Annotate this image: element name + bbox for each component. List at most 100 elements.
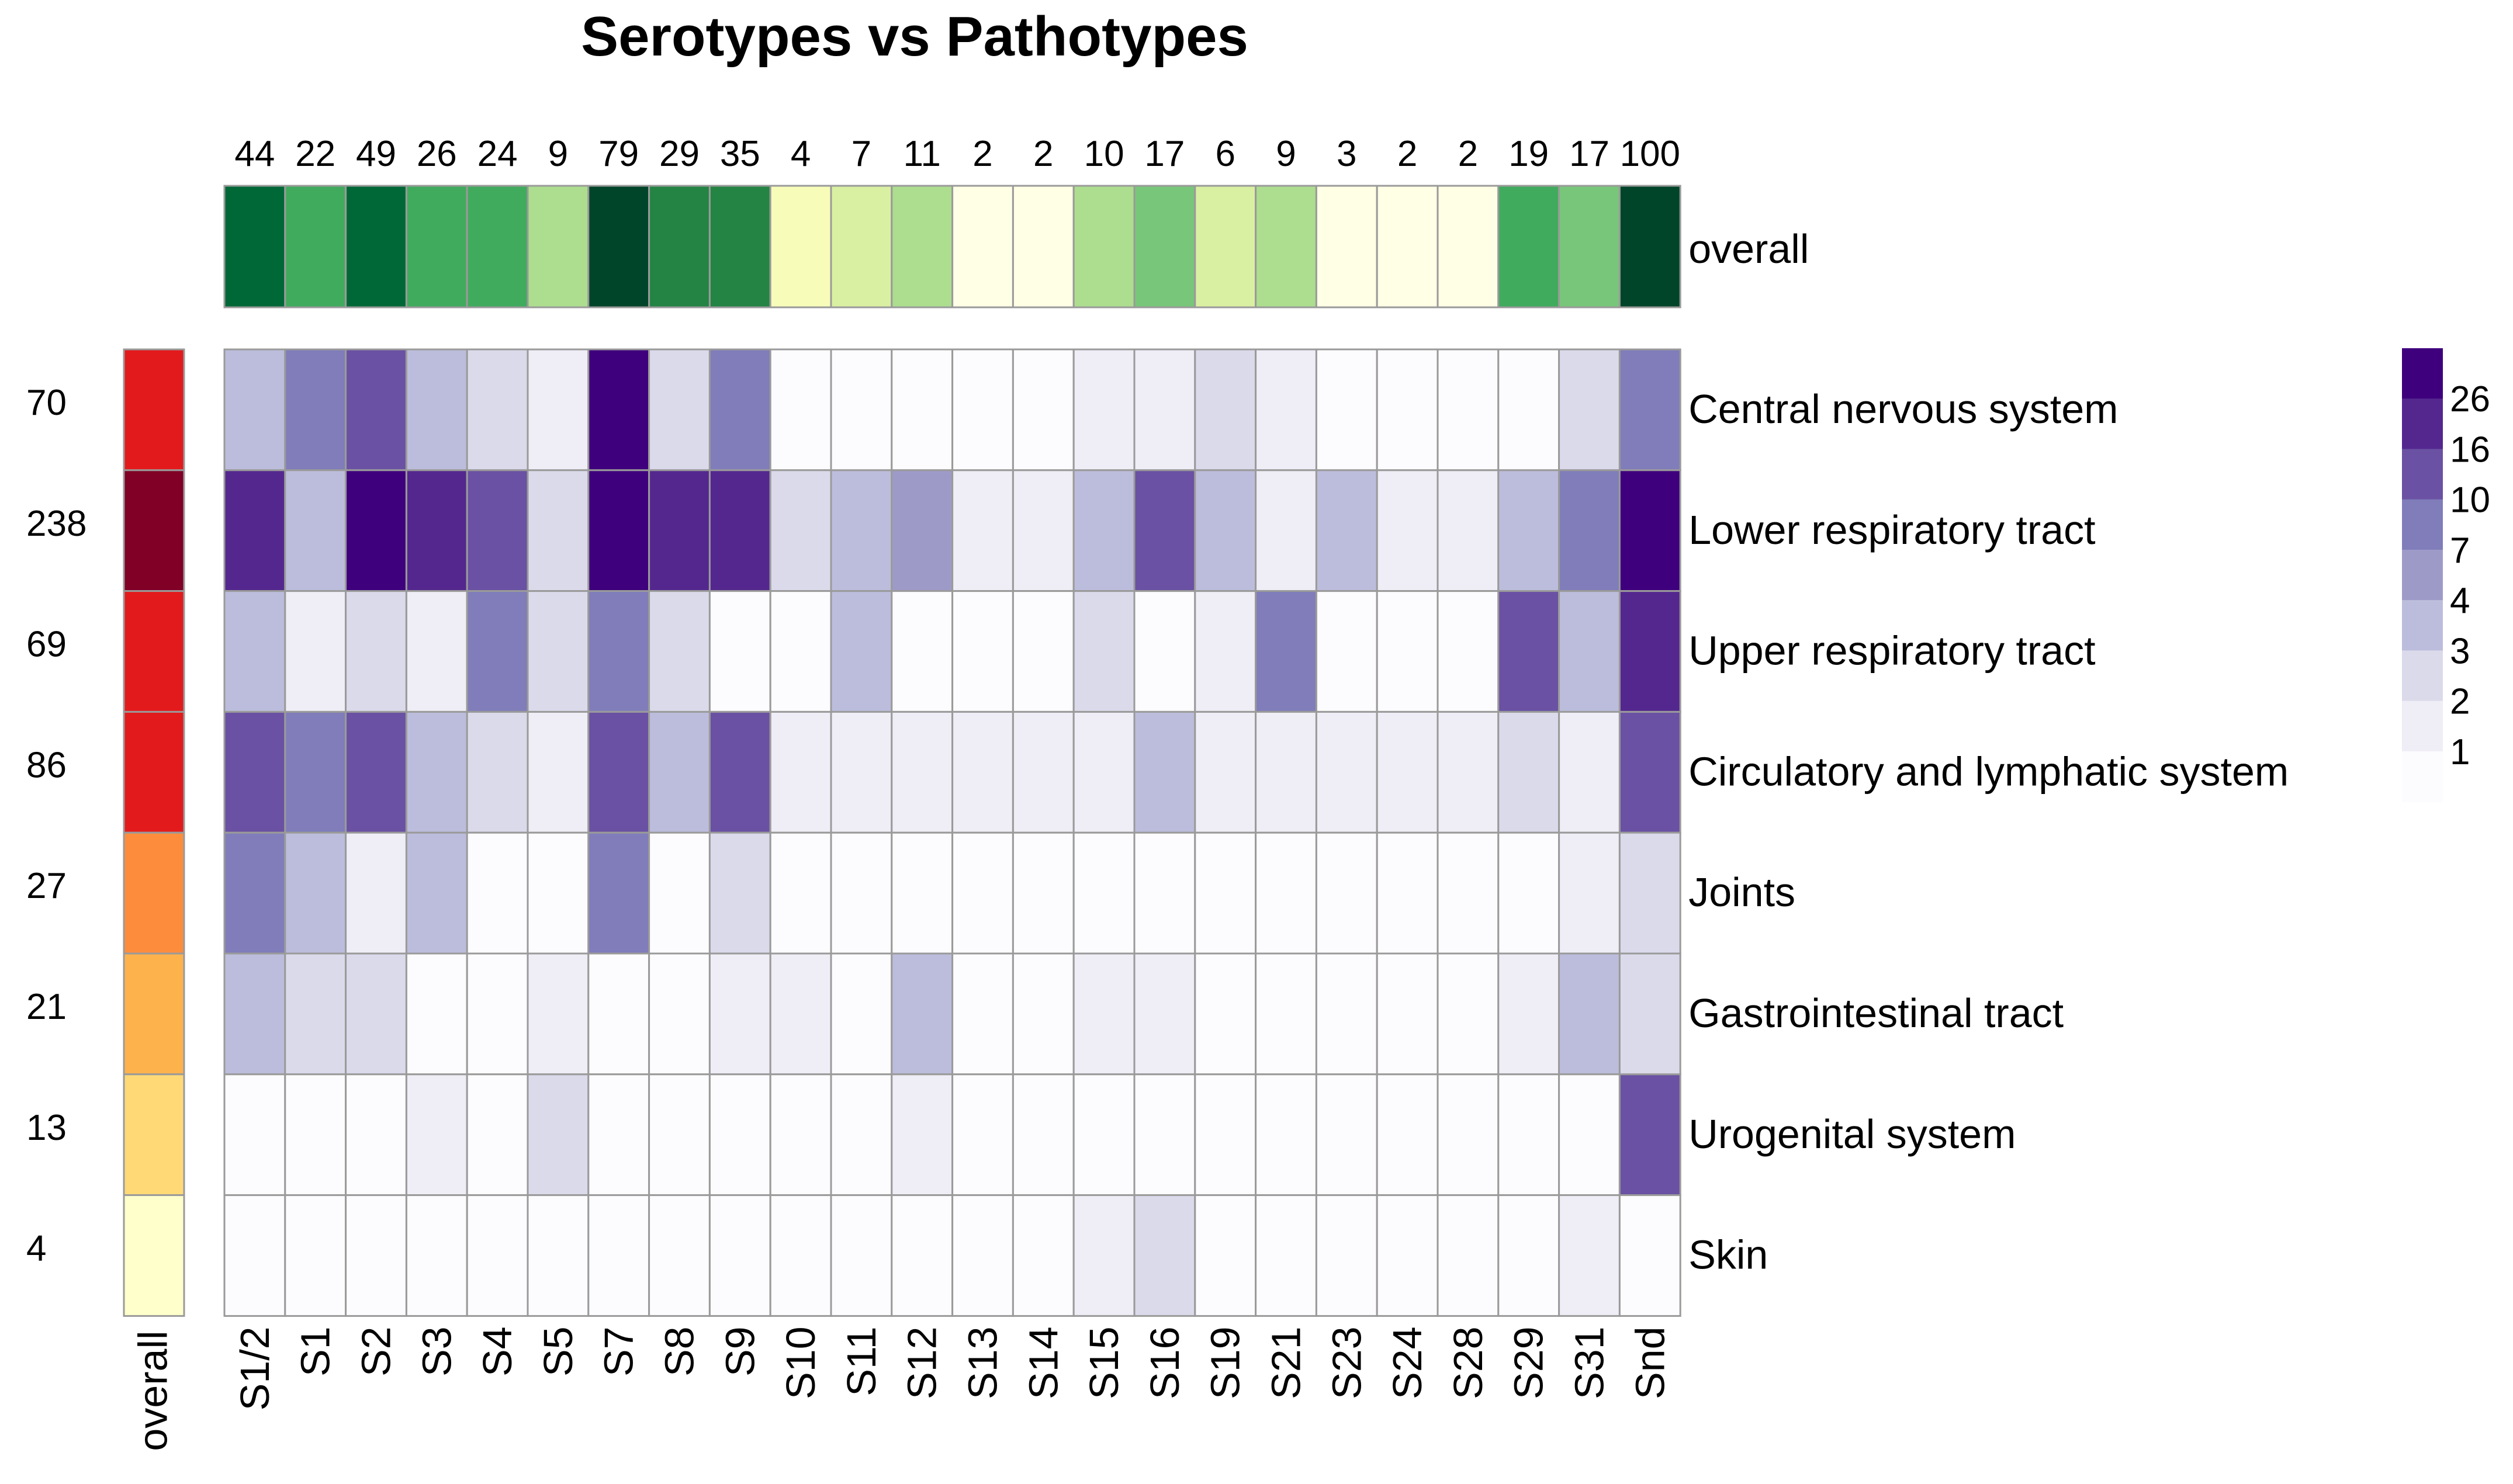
legend-color-step xyxy=(2402,600,2443,651)
column-total-label: 100 xyxy=(1620,134,1680,174)
column-label: S2 xyxy=(354,1326,399,1376)
overall-row-cell xyxy=(123,348,185,471)
column-total-label: 44 xyxy=(234,134,275,174)
column-total-label: 7 xyxy=(851,134,871,174)
overall-column-cell xyxy=(891,185,954,308)
heatmap-cell xyxy=(1558,831,1621,955)
row-label: Central nervous system xyxy=(1688,386,2118,432)
heatmap-cell xyxy=(587,1194,650,1317)
heatmap-cell xyxy=(223,469,286,592)
heatmap-cell xyxy=(830,710,893,834)
heatmap-cell xyxy=(1618,1073,1681,1197)
heatmap-cell xyxy=(466,590,529,713)
heatmap-cell xyxy=(284,831,347,955)
row-label: Joints xyxy=(1688,869,1795,915)
heatmap-cell xyxy=(1315,1194,1378,1317)
heatmap-cell xyxy=(223,590,286,713)
heatmap-cell xyxy=(769,1194,832,1317)
legend-tick-label: 3 xyxy=(2450,631,2470,671)
heatmap-cell xyxy=(587,469,650,592)
column-label: S1 xyxy=(293,1326,338,1376)
column-label: S21 xyxy=(1264,1326,1309,1399)
heatmap-cell xyxy=(466,831,529,955)
column-label: S7 xyxy=(596,1326,642,1376)
heatmap-cell xyxy=(405,1194,468,1317)
row-label: Circulatory and lymphatic system xyxy=(1688,748,2289,794)
heatmap-cell xyxy=(951,710,1014,834)
heatmap-cell xyxy=(405,952,468,1076)
heatmap-cell xyxy=(345,831,407,955)
legend-tick-label: 16 xyxy=(2450,429,2490,470)
heatmap-cell xyxy=(1012,1073,1075,1197)
heatmap-cell xyxy=(1437,710,1500,834)
heatmap-cell xyxy=(223,710,286,834)
heatmap-cell xyxy=(284,710,347,834)
heatmap-cell xyxy=(587,348,650,471)
column-label: S11 xyxy=(839,1326,884,1396)
legend-color-step xyxy=(2402,751,2443,802)
legend-tick-label: 7 xyxy=(2450,531,2470,571)
legend-tick-label: 26 xyxy=(2450,379,2490,419)
heatmap-cell xyxy=(1376,710,1439,834)
column-total-label: 22 xyxy=(295,134,335,174)
column-total-label: 3 xyxy=(1337,134,1356,174)
overall-column-cell xyxy=(1133,185,1196,308)
overall-column-cell xyxy=(1194,185,1257,308)
heatmap-cell xyxy=(708,952,771,1076)
overall-row-cell xyxy=(123,1194,185,1317)
heatmap-cell xyxy=(345,590,407,713)
top-annotation: 44 22 49 26 24 9 79 29 35 4 7 11 2 2 10 17 6 9 3 2 2 19 17 100o… xyxy=(223,134,1809,308)
heatmap-cell xyxy=(951,348,1014,471)
heatmap-cell xyxy=(951,1073,1014,1197)
legend-color-step xyxy=(2402,701,2443,752)
column-total-label: 11 xyxy=(904,134,941,174)
heatmap-cell xyxy=(1618,1194,1681,1317)
heatmap-cell xyxy=(1072,831,1136,955)
heatmap-cell xyxy=(1497,952,1560,1076)
heatmap-cell xyxy=(891,1073,954,1197)
heatmap-cell xyxy=(587,710,650,834)
heatmap-cell xyxy=(951,831,1014,955)
heatmap-cell xyxy=(1255,952,1317,1076)
heatmap-cell xyxy=(527,590,590,713)
column-label: S16 xyxy=(1142,1326,1188,1399)
heatmap-cell xyxy=(1618,710,1681,834)
column-label: S28 xyxy=(1445,1326,1491,1399)
overall-column-cell xyxy=(284,185,347,308)
heatmap-cell xyxy=(951,590,1014,713)
chart-title: Serotypes vs Pathotypes xyxy=(581,5,1248,68)
heatmap-cell xyxy=(1437,348,1500,471)
heatmap-cells xyxy=(223,348,1681,1317)
heatmap-cell xyxy=(466,348,529,471)
row-total-label: 21 xyxy=(26,987,67,1027)
legend-tick-label: 10 xyxy=(2450,480,2490,521)
heatmap-cell xyxy=(891,348,954,471)
heatmap-cell xyxy=(830,1073,893,1197)
column-total-label: 24 xyxy=(477,134,518,174)
overall-column-cell xyxy=(1072,185,1136,308)
heatmap-cell xyxy=(1437,469,1500,592)
heatmap-cell xyxy=(1497,710,1560,834)
heatmap-cell xyxy=(223,1194,286,1317)
heatmap-cell xyxy=(1133,469,1196,592)
heatmap-cell xyxy=(708,831,771,955)
heatmap-cell xyxy=(1194,831,1257,955)
heatmap-cell xyxy=(1315,348,1378,471)
heatmap-cell xyxy=(405,1073,468,1197)
column-label: S3 xyxy=(414,1326,459,1376)
column-label: S10 xyxy=(778,1326,823,1399)
overall-column-cell xyxy=(951,185,1014,308)
heatmap-cell xyxy=(1012,469,1075,592)
heatmap-cell xyxy=(951,1194,1014,1317)
heatmap-cell xyxy=(1072,710,1136,834)
column-total-label: 2 xyxy=(1397,134,1417,174)
heatmap-cell xyxy=(1315,952,1378,1076)
overall-column-cell xyxy=(708,185,771,308)
heatmap-cell xyxy=(527,831,590,955)
heatmap-cell xyxy=(1194,1194,1257,1317)
overall-column-cell xyxy=(1376,185,1439,308)
heatmap-cell xyxy=(223,348,286,471)
column-label: S13 xyxy=(960,1326,1006,1399)
heatmap-cell xyxy=(769,348,832,471)
